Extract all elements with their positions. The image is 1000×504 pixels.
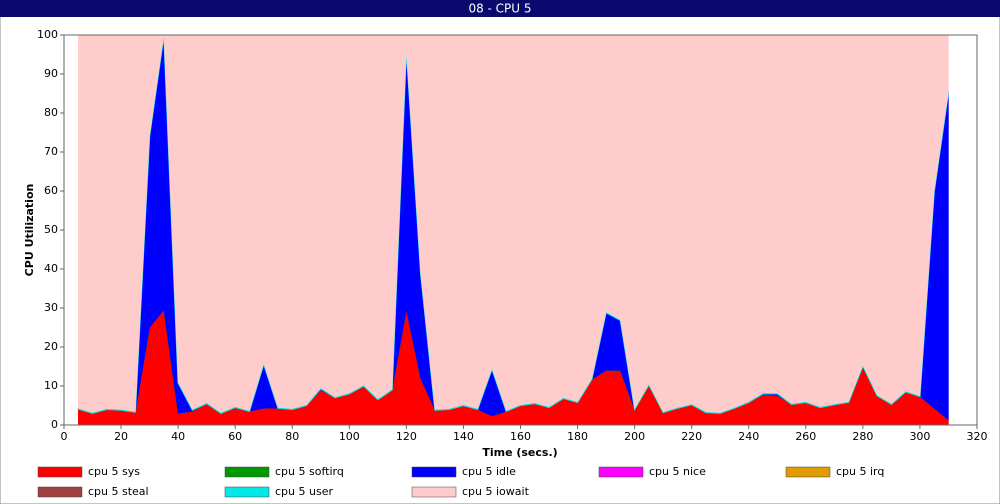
y-tick-label: 100 — [37, 28, 58, 41]
area — [78, 34, 949, 413]
legend-label: cpu 5 user — [275, 485, 333, 498]
legend-swatch — [785, 466, 831, 478]
y-tick-label: 10 — [44, 379, 58, 392]
x-axis-label: Time (secs.) — [482, 446, 557, 459]
x-tick-label: 60 — [228, 430, 242, 443]
y-tick-label: 70 — [44, 145, 58, 158]
x-tick-label: 140 — [453, 430, 474, 443]
legend-swatch — [224, 466, 270, 478]
x-tick-label: 280 — [852, 430, 873, 443]
y-tick-label: 30 — [44, 301, 58, 314]
x-tick-label: 20 — [114, 430, 128, 443]
legend-label: cpu 5 sys — [88, 465, 140, 478]
y-tick-label: 80 — [44, 106, 58, 119]
y-axis-label: CPU Utilization — [23, 184, 36, 277]
legend-swatch — [224, 486, 270, 498]
x-tick-label: 0 — [61, 430, 68, 443]
title-bar — [0, 0, 1000, 17]
legend-label: cpu 5 irq — [836, 465, 884, 478]
x-tick-label: 80 — [285, 430, 299, 443]
y-tick-label: 0 — [51, 418, 58, 431]
x-tick-label: 260 — [795, 430, 816, 443]
x-tick-label: 200 — [624, 430, 645, 443]
legend-swatch — [598, 466, 644, 478]
x-tick-label: 120 — [396, 430, 417, 443]
y-tick-label: 50 — [44, 223, 58, 236]
x-tick-label: 320 — [967, 430, 988, 443]
y-tick-label: 60 — [44, 184, 58, 197]
x-tick-label: 180 — [567, 430, 588, 443]
y-tick-label: 20 — [44, 340, 58, 353]
chart-title: 08 - CPU 5 — [468, 2, 531, 16]
y-tick-label: 90 — [44, 67, 58, 80]
x-tick-label: 100 — [339, 430, 360, 443]
x-tick-label: 40 — [171, 430, 185, 443]
legend-swatch — [411, 486, 457, 498]
legend-swatch — [37, 466, 83, 478]
legend-swatch — [411, 466, 457, 478]
legend-label: cpu 5 softirq — [275, 465, 344, 478]
x-tick-label: 160 — [510, 430, 531, 443]
x-tick-label: 300 — [909, 430, 930, 443]
x-tick-label: 240 — [738, 430, 759, 443]
legend-label: cpu 5 idle — [462, 465, 516, 478]
x-tick-label: 220 — [681, 430, 702, 443]
legend-label: cpu 5 iowait — [462, 485, 530, 498]
legend-label: cpu 5 steal — [88, 485, 149, 498]
y-tick-label: 40 — [44, 262, 58, 275]
legend-label: cpu 5 nice — [649, 465, 706, 478]
legend-swatch — [37, 486, 83, 498]
